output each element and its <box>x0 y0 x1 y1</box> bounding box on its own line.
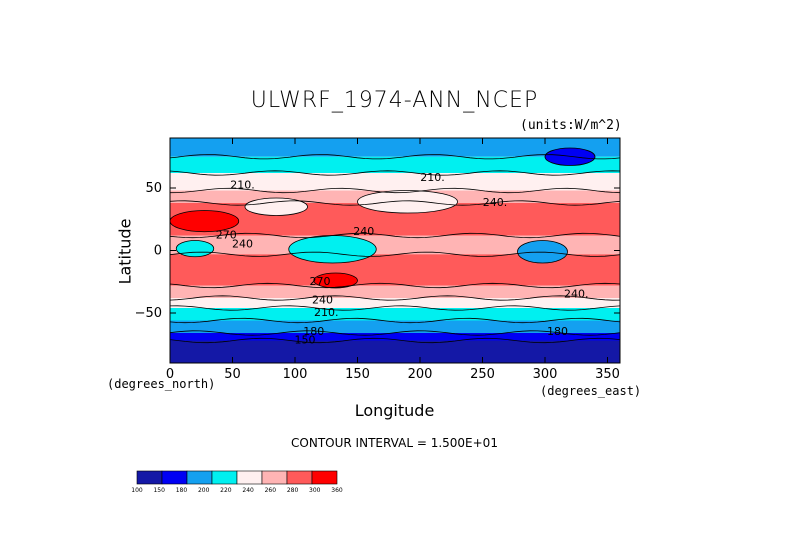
chart-title: ULWRF_1974-ANN_NCEP <box>250 88 539 113</box>
y-tick-label: 0 <box>154 244 162 259</box>
field-region-tibet <box>244 197 308 216</box>
contour-label: 240 <box>232 237 253 250</box>
contour-line-7 <box>169 282 621 289</box>
contour-label: 150 <box>295 334 316 347</box>
contour-line-1 <box>169 154 621 160</box>
colorbar-swatch <box>161 470 188 485</box>
contour-line-10 <box>169 317 621 324</box>
colorbar-label: 200 <box>198 487 210 494</box>
x-unit-left: (degrees_north) <box>107 377 216 391</box>
contour-label: 180 <box>303 325 324 338</box>
field-region-greenland <box>544 147 596 166</box>
x-tick-label: 350 <box>595 367 620 382</box>
contour-label: 240. <box>564 287 589 300</box>
contour-line-6 <box>169 251 621 257</box>
contour-line-4 <box>169 200 621 206</box>
field-band-9 <box>170 308 620 321</box>
field-band-10 <box>170 320 620 333</box>
contour-label: 210. <box>420 171 445 184</box>
contour-interval: CONTOUR INTERVAL = 1.500E+01 <box>291 436 498 450</box>
contour-line-12 <box>169 337 621 344</box>
contour-label: 240 <box>353 225 374 238</box>
field-region-indonesia-convection <box>288 235 377 264</box>
colorbar-label: 240 <box>242 487 254 494</box>
field-region-north-pacific-cloud <box>357 190 458 214</box>
contour-label: 240 <box>312 294 333 307</box>
contour-line-5 <box>169 232 621 239</box>
field-region-australia <box>313 272 358 289</box>
field-band-8 <box>170 298 620 308</box>
colorbar-label: 100 <box>131 487 143 494</box>
colorbar-label: 260 <box>265 487 277 494</box>
contour-label: 180 <box>547 325 568 338</box>
contour-label: 270 <box>310 275 331 288</box>
colorbar-label: 150 <box>153 487 165 494</box>
x-tick-label: 200 <box>408 367 433 382</box>
contour-label: 270 <box>216 229 237 242</box>
contour-label: 240. <box>483 196 508 209</box>
contour-line-8 <box>169 295 621 301</box>
x-tick-label: 0 <box>166 367 174 382</box>
x-tick-label: 50 <box>224 367 241 382</box>
y-tick-label: −50 <box>135 306 162 321</box>
colorbar-swatch <box>261 470 288 485</box>
field-band-1 <box>170 156 620 173</box>
contour-line-2 <box>169 170 621 176</box>
x-tick-label: 100 <box>283 367 308 382</box>
colorbar-label: 280 <box>287 487 299 494</box>
field-region-africa-convection <box>175 240 215 258</box>
field-band-2 <box>170 173 620 191</box>
colorbar-swatch <box>236 470 263 485</box>
contour-line-3 <box>169 187 621 194</box>
y-tick-label: 50 <box>145 181 162 196</box>
field-band-5 <box>170 235 620 255</box>
contour-label: 210. <box>230 179 255 192</box>
colorbar-label: 300 <box>309 487 321 494</box>
contour-line-9 <box>169 305 621 311</box>
colorbar-label: 180 <box>176 487 188 494</box>
colorbar-swatch <box>211 470 238 485</box>
contour-line-11 <box>169 330 621 336</box>
colorbar-swatch <box>136 470 163 485</box>
x-unit-right: (degrees_east) <box>540 384 642 398</box>
field-band-11 <box>170 333 620 341</box>
x-tick-label: 300 <box>533 367 558 382</box>
units-label: (units:W/m^2) <box>520 118 622 133</box>
colorbar-swatch <box>186 470 213 485</box>
colorbar-swatch <box>286 470 313 485</box>
contour-label: 210. <box>314 306 339 319</box>
colorbar-label: 360 <box>331 487 343 494</box>
x-tick-label: 250 <box>470 367 495 382</box>
field-band-12 <box>170 340 620 363</box>
x-axis-label: Longitude <box>354 401 435 420</box>
field-band-7 <box>170 285 620 298</box>
field-region-amazon-convection <box>517 240 568 264</box>
x-tick-label: 150 <box>345 367 370 382</box>
colorbar-swatch <box>311 470 338 485</box>
field-band-0 <box>170 138 620 157</box>
colorbar-label: 220 <box>220 487 232 494</box>
